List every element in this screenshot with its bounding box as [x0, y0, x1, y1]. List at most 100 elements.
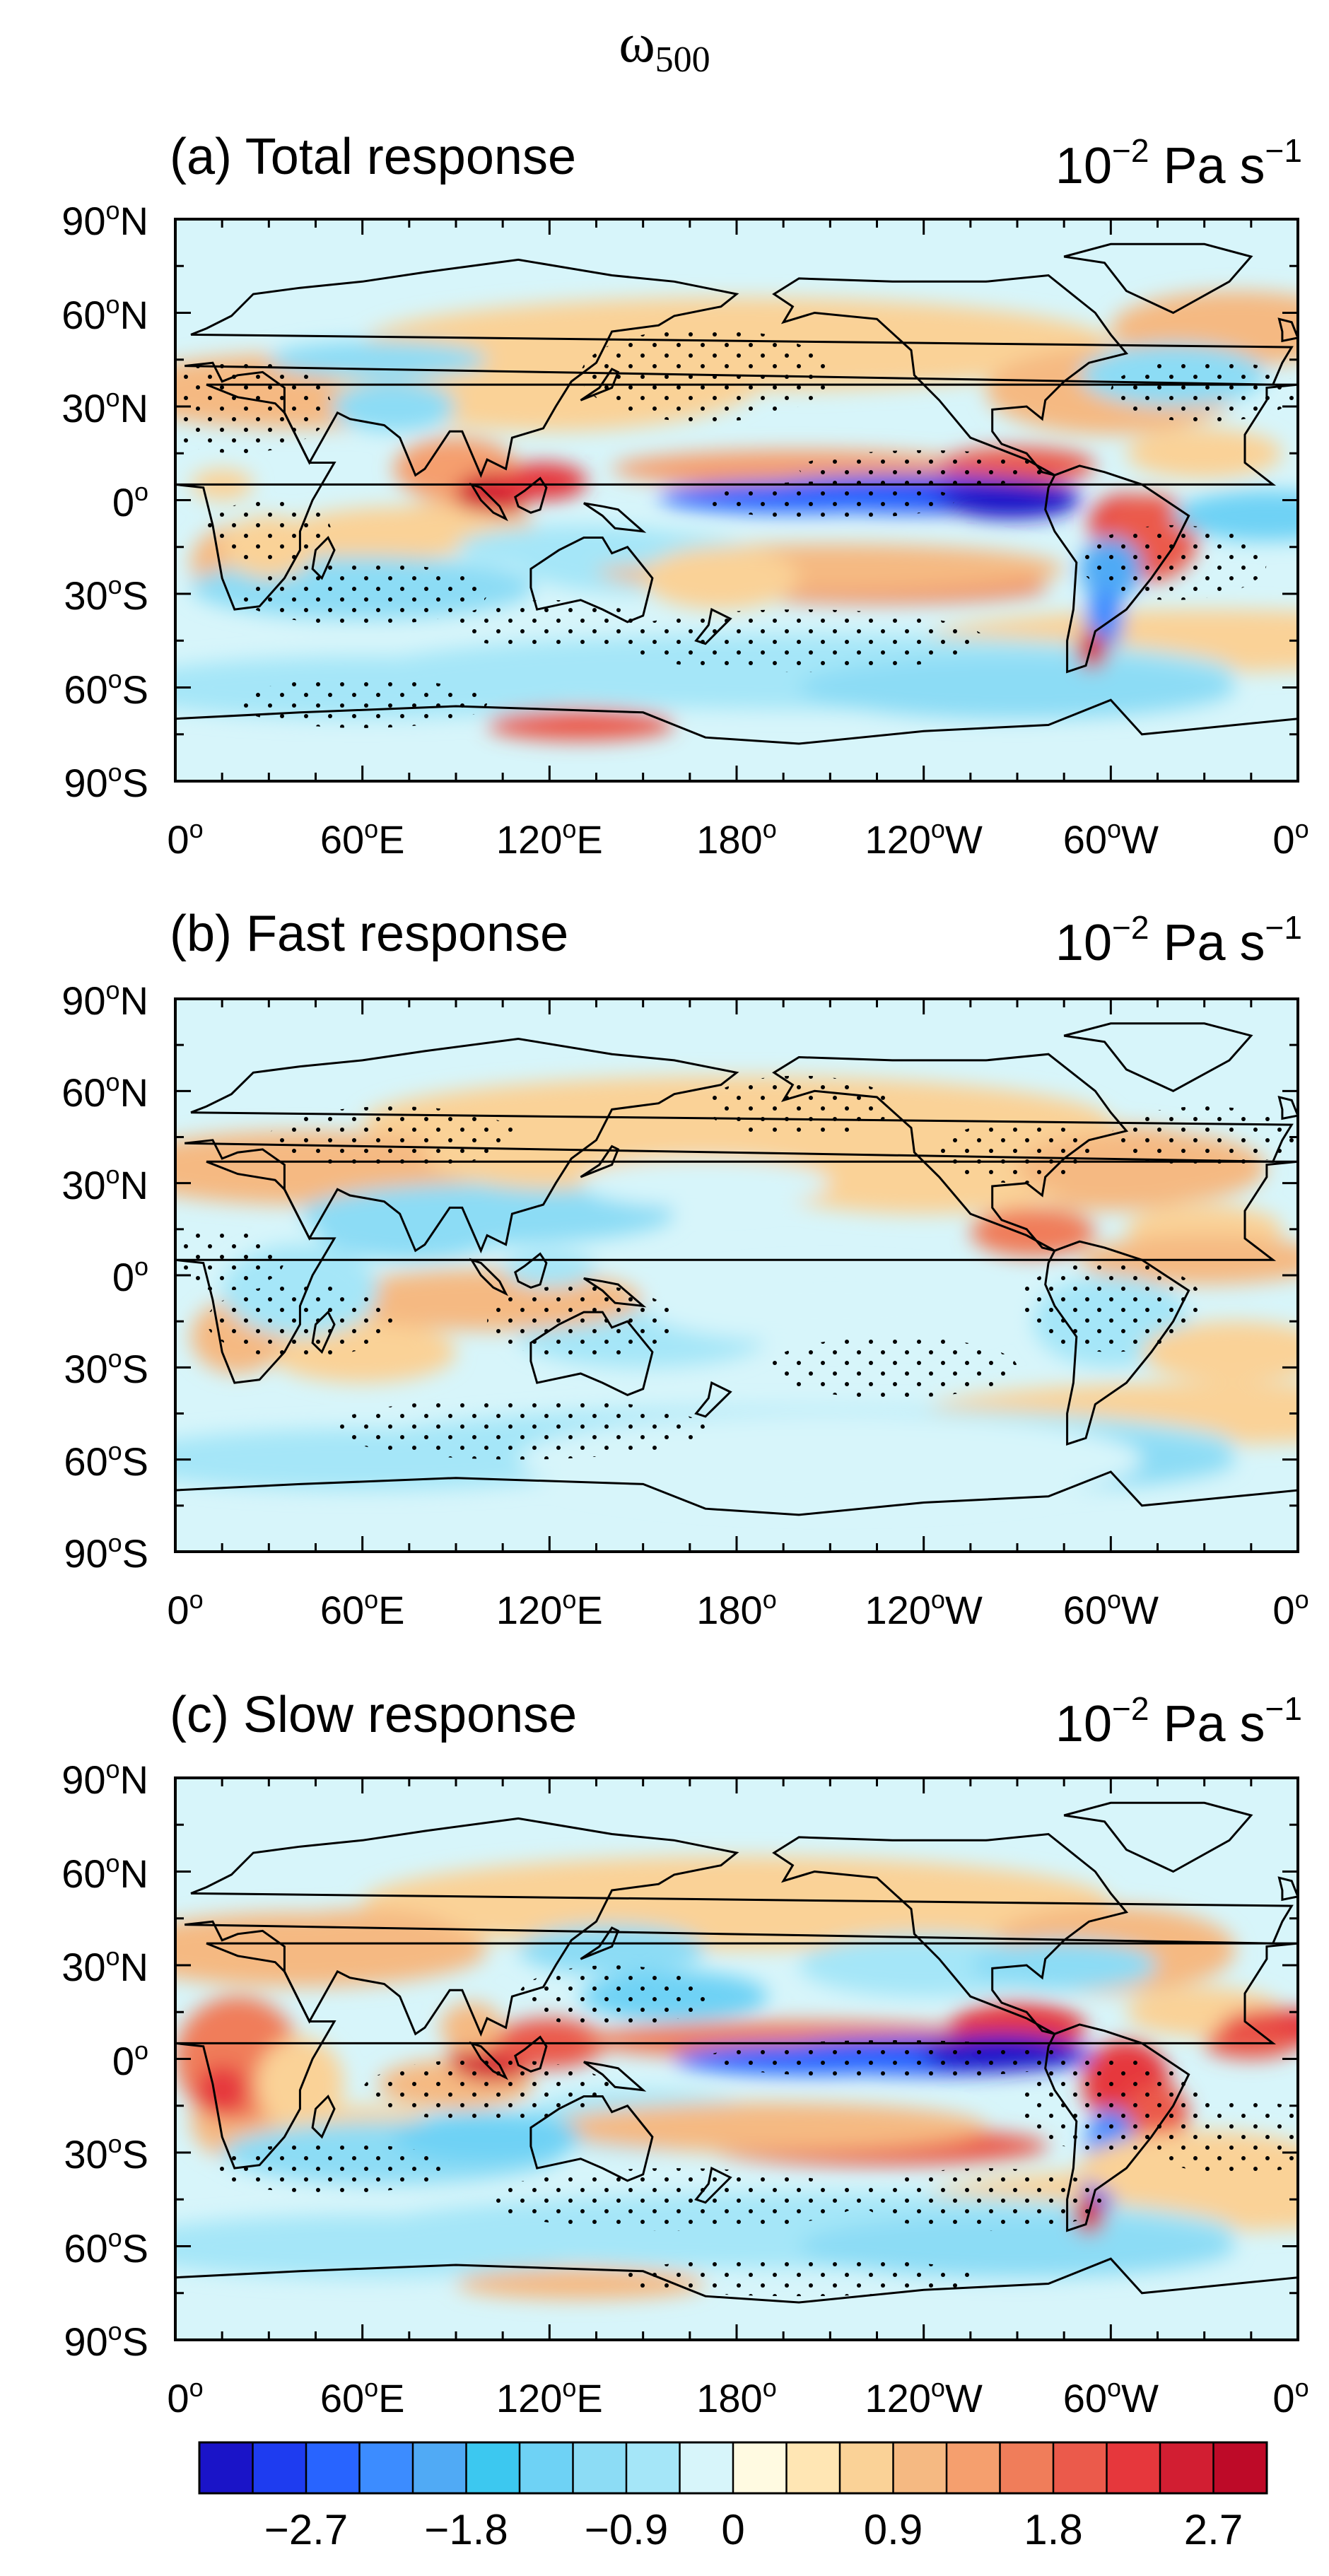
- coastline: [694, 607, 732, 645]
- colorbar-swatch: [679, 2442, 734, 2493]
- lat-tick-label: 90oN: [62, 1755, 148, 1802]
- coastline: [514, 476, 548, 514]
- significance-stipple: [269, 1106, 519, 1168]
- anomaly-blob: [440, 2003, 503, 2053]
- significance-stipple: [1111, 1106, 1298, 1168]
- lon-tick-label: 120oE: [496, 814, 603, 862]
- colorbar-swatch: [786, 2442, 841, 2493]
- colorbar-swatch: [1053, 2442, 1107, 2493]
- anomaly-blob: [331, 381, 456, 432]
- significance-stipple: [705, 2040, 1080, 2078]
- lat-tick-label: 30oS: [64, 1344, 148, 1392]
- coastline: [311, 2094, 336, 2139]
- anomaly-blob: [456, 525, 706, 569]
- colorbar-frame: [198, 2441, 1268, 2495]
- coastline: [529, 1311, 654, 1397]
- lat-tick-label: 90oN: [62, 196, 148, 243]
- lon-tick-label: 0o: [167, 814, 204, 862]
- lat-tick-label: 0o: [112, 476, 148, 525]
- colorbar-swatch: [359, 2442, 414, 2493]
- colorbar-swatch: [573, 2442, 627, 2493]
- anomaly-blob: [1142, 1321, 1298, 1383]
- colorbar-swatch: [306, 2442, 360, 2493]
- lat-tick-label: 90oS: [64, 758, 148, 805]
- lon-tick-label: 120oE: [496, 2373, 603, 2420]
- coastline: [1277, 1095, 1298, 1120]
- colorbar-swatch: [1160, 2442, 1214, 2493]
- anomaly-blob: [799, 656, 1236, 719]
- lon-tick-label: 0o: [167, 2373, 204, 2420]
- lat-tick-label: 30oS: [64, 570, 148, 618]
- lat-tick-label: 30oN: [62, 383, 148, 431]
- lon-tick-label: 0o: [167, 1585, 204, 1632]
- map-panel-slow: [174, 1776, 1299, 2341]
- lon-tick-label: 0o: [1272, 2373, 1309, 2420]
- anomaly-blob: [487, 709, 674, 741]
- coastline: [175, 383, 1298, 611]
- anomaly-field: [175, 219, 1298, 781]
- coastline: [1063, 1801, 1253, 1873]
- coastline: [1044, 464, 1190, 674]
- significance-stipple: [206, 500, 332, 563]
- colorbar-label: −1.8: [424, 2506, 508, 2553]
- colorbar-label: 2.7: [1183, 2506, 1243, 2553]
- coastline: [1063, 242, 1253, 315]
- colorbar-label: 1.8: [1024, 2506, 1083, 2553]
- lon-tick-label: 180o: [696, 814, 777, 862]
- coastline: [514, 1252, 548, 1289]
- lat-tick-label: 60oN: [62, 1067, 148, 1116]
- anomaly-field: [175, 1778, 1298, 2340]
- lon-tick-label: 0o: [1272, 814, 1309, 862]
- significance-stipple: [1079, 525, 1267, 600]
- anomaly-field: [175, 999, 1298, 1552]
- lat-tick-label: 60oN: [62, 289, 148, 337]
- colorbar-swatch: [626, 2442, 680, 2493]
- coastline: [694, 1381, 732, 1418]
- lon-tick-label: 0o: [1272, 1585, 1309, 1632]
- significance-stipple: [939, 1121, 1096, 1183]
- anomaly-blob: [580, 1158, 831, 1208]
- anomaly-blob: [175, 2215, 612, 2278]
- colorbar-swatch: [893, 2442, 947, 2493]
- lat-tick-label: 30oN: [62, 1159, 148, 1207]
- anomaly-blob: [970, 1207, 1096, 1257]
- anomaly-blob: [799, 2215, 1236, 2278]
- coastline-antarctica: [175, 1470, 1298, 1516]
- anomaly-blob: [1076, 631, 1108, 669]
- lat-tick-label: 30oS: [64, 2129, 148, 2177]
- colorbar-swatch: [1000, 2442, 1054, 2493]
- coastline-antarctica: [175, 698, 1298, 745]
- colorbar-label: −2.7: [264, 2506, 349, 2553]
- colorbar-swatch: [733, 2442, 787, 2493]
- colorbar-label: 0.9: [863, 2506, 923, 2553]
- anomaly-blob: [269, 1909, 456, 1960]
- coastline: [772, 1053, 1129, 1252]
- coastline: [1277, 317, 1298, 343]
- anomaly-blob: [942, 481, 1080, 519]
- anomaly-blob: [518, 1924, 706, 1975]
- coastline: [311, 1310, 336, 1354]
- coastline: [529, 537, 654, 623]
- significance-stipple: [1111, 359, 1298, 423]
- coastline: [1063, 1022, 1253, 1092]
- coastline: [185, 1817, 1294, 2037]
- coastline: [580, 368, 620, 402]
- lon-tick-label: 60oE: [320, 814, 405, 862]
- colorbar-swatch: [520, 2442, 573, 2493]
- panel-units: 10−2 Pa s−1: [1055, 132, 1302, 194]
- significance-stipple: [487, 2168, 862, 2231]
- panel-units: 10−2 Pa s−1: [1055, 909, 1302, 971]
- significance-stipple: [456, 599, 643, 650]
- anomaly-blob: [970, 1940, 1158, 1991]
- lat-tick-label: 90oN: [62, 976, 148, 1023]
- coastline: [772, 1832, 1129, 2035]
- significance-stipple: [611, 2259, 986, 2297]
- significance-stipple: [362, 2059, 612, 2121]
- panel-title: (c) Slow response: [170, 1687, 578, 1743]
- coastline: [580, 1144, 620, 1178]
- colorbar: [198, 2441, 1268, 2495]
- map-panel-total: [174, 218, 1299, 783]
- colorbar-label: 0: [721, 2506, 745, 2553]
- coastline: [583, 1277, 647, 1308]
